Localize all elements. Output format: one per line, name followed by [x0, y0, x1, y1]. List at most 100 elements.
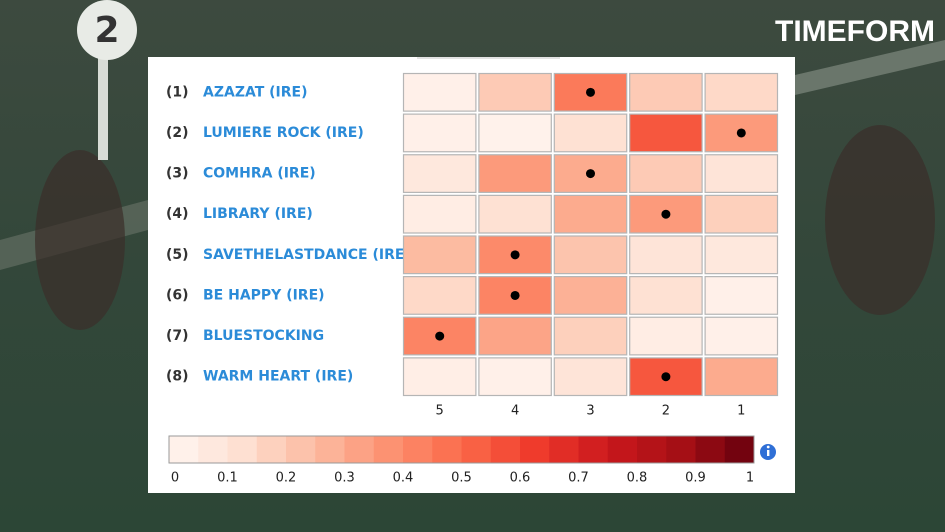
cell: [704, 194, 779, 234]
colorbar-step: [227, 436, 258, 463]
colorbar-tick-label: 0.5: [451, 471, 472, 486]
column-label: 2: [662, 404, 670, 419]
sign-number: 2: [94, 10, 119, 51]
colorbar-step: [666, 436, 696, 463]
cell: [478, 72, 552, 112]
cell: [629, 72, 703, 112]
row-number: (1): [166, 84, 189, 100]
colorbar-step: [695, 436, 726, 463]
cell: [704, 276, 779, 315]
row-name: LUMIERE ROCK (IRE): [203, 125, 364, 141]
colorbar-step: [461, 436, 492, 463]
cell: [478, 316, 552, 356]
row-name: COMHRA (IRE): [203, 166, 316, 182]
cell: [629, 154, 703, 193]
cell: [553, 235, 628, 275]
colorbar-step: [724, 436, 755, 463]
colorbar-tick-label: 1: [746, 471, 754, 486]
colorbar-frame: [168, 435, 755, 464]
info-icon[interactable]: [760, 444, 776, 460]
row-number: (7): [166, 328, 189, 344]
pick-dot: [736, 128, 746, 138]
colorbar-tick-label: 0.2: [276, 471, 297, 486]
cell: [629, 276, 703, 315]
column-label: 3: [586, 404, 594, 419]
colorbar-tick-label: 0.3: [334, 471, 355, 486]
column-label: 1: [737, 404, 745, 419]
horse: [825, 125, 935, 315]
row-name: WARM HEART (IRE): [203, 369, 353, 385]
colorbar-step: [549, 436, 579, 463]
cell: [704, 316, 779, 356]
colorbar-step: [578, 436, 609, 463]
cell: [553, 357, 628, 397]
cell: [478, 154, 552, 193]
row-name: AZAZAT (IRE): [203, 84, 308, 100]
colorbar-step: [432, 436, 462, 463]
column-label: 4: [511, 404, 519, 419]
row-name: BE HAPPY (IRE): [203, 287, 325, 303]
colorbar-tick-label: 0.9: [685, 471, 706, 486]
horse: [35, 150, 125, 330]
colorbar-step: [490, 436, 521, 463]
panel-tab: [417, 57, 560, 59]
colorbar-tick-label: 0.1: [217, 471, 238, 486]
cell: [704, 72, 779, 112]
cell: [478, 194, 552, 234]
pick-dot: [510, 290, 520, 300]
cell: [478, 113, 552, 153]
colorbar-step: [403, 436, 433, 463]
cell: [553, 316, 628, 356]
colorbar-step: [169, 436, 199, 463]
colorbar-step: [315, 436, 345, 463]
cell: [402, 235, 477, 275]
cell: [478, 357, 552, 397]
cell: [553, 276, 628, 315]
cell: [553, 194, 628, 234]
cell: [553, 113, 628, 153]
info-stem: [767, 450, 770, 456]
cell: [704, 235, 779, 275]
post: [98, 50, 108, 160]
cell: [402, 72, 477, 112]
colorbar-tick-label: 0.8: [627, 471, 648, 486]
row-number: (2): [166, 125, 189, 141]
cell: [629, 316, 703, 356]
colorbar-step: [607, 436, 638, 463]
pick-dot: [661, 209, 671, 219]
cell: [704, 154, 779, 193]
colorbar-tick-label: 0: [171, 471, 179, 486]
pick-dot: [586, 169, 595, 179]
rail: [795, 40, 945, 95]
row-name: BLUESTOCKING: [203, 328, 324, 344]
cell: [402, 357, 477, 397]
colorbar-step: [373, 436, 404, 463]
row-number: (6): [166, 287, 189, 303]
column-label: 5: [436, 404, 444, 419]
pick-dot: [435, 331, 445, 341]
colorbar-tick-label: 0.6: [510, 471, 531, 486]
cell: [629, 235, 703, 275]
colorbar-step: [286, 436, 316, 463]
colorbar-step: [520, 436, 550, 463]
row-number: (4): [166, 206, 189, 222]
cell: [402, 113, 477, 153]
row-number: (8): [166, 369, 189, 385]
cell: [704, 357, 779, 397]
colorbar-step: [637, 436, 667, 463]
cell: [402, 276, 477, 315]
cell: [629, 113, 703, 153]
colorbar-step: [256, 436, 287, 463]
cell: [402, 154, 477, 193]
row-number: (5): [166, 247, 189, 263]
row-number: (3): [166, 166, 189, 182]
colorbar-step: [198, 436, 228, 463]
colorbar-tick-label: 0.7: [568, 471, 589, 486]
pick-dot: [510, 250, 520, 260]
logo: TIMEFORM: [775, 15, 935, 48]
pick-dot: [661, 372, 671, 382]
colorbar-tick-label: 0.4: [393, 471, 414, 486]
pick-dot: [586, 87, 595, 97]
sign: [77, 0, 137, 60]
